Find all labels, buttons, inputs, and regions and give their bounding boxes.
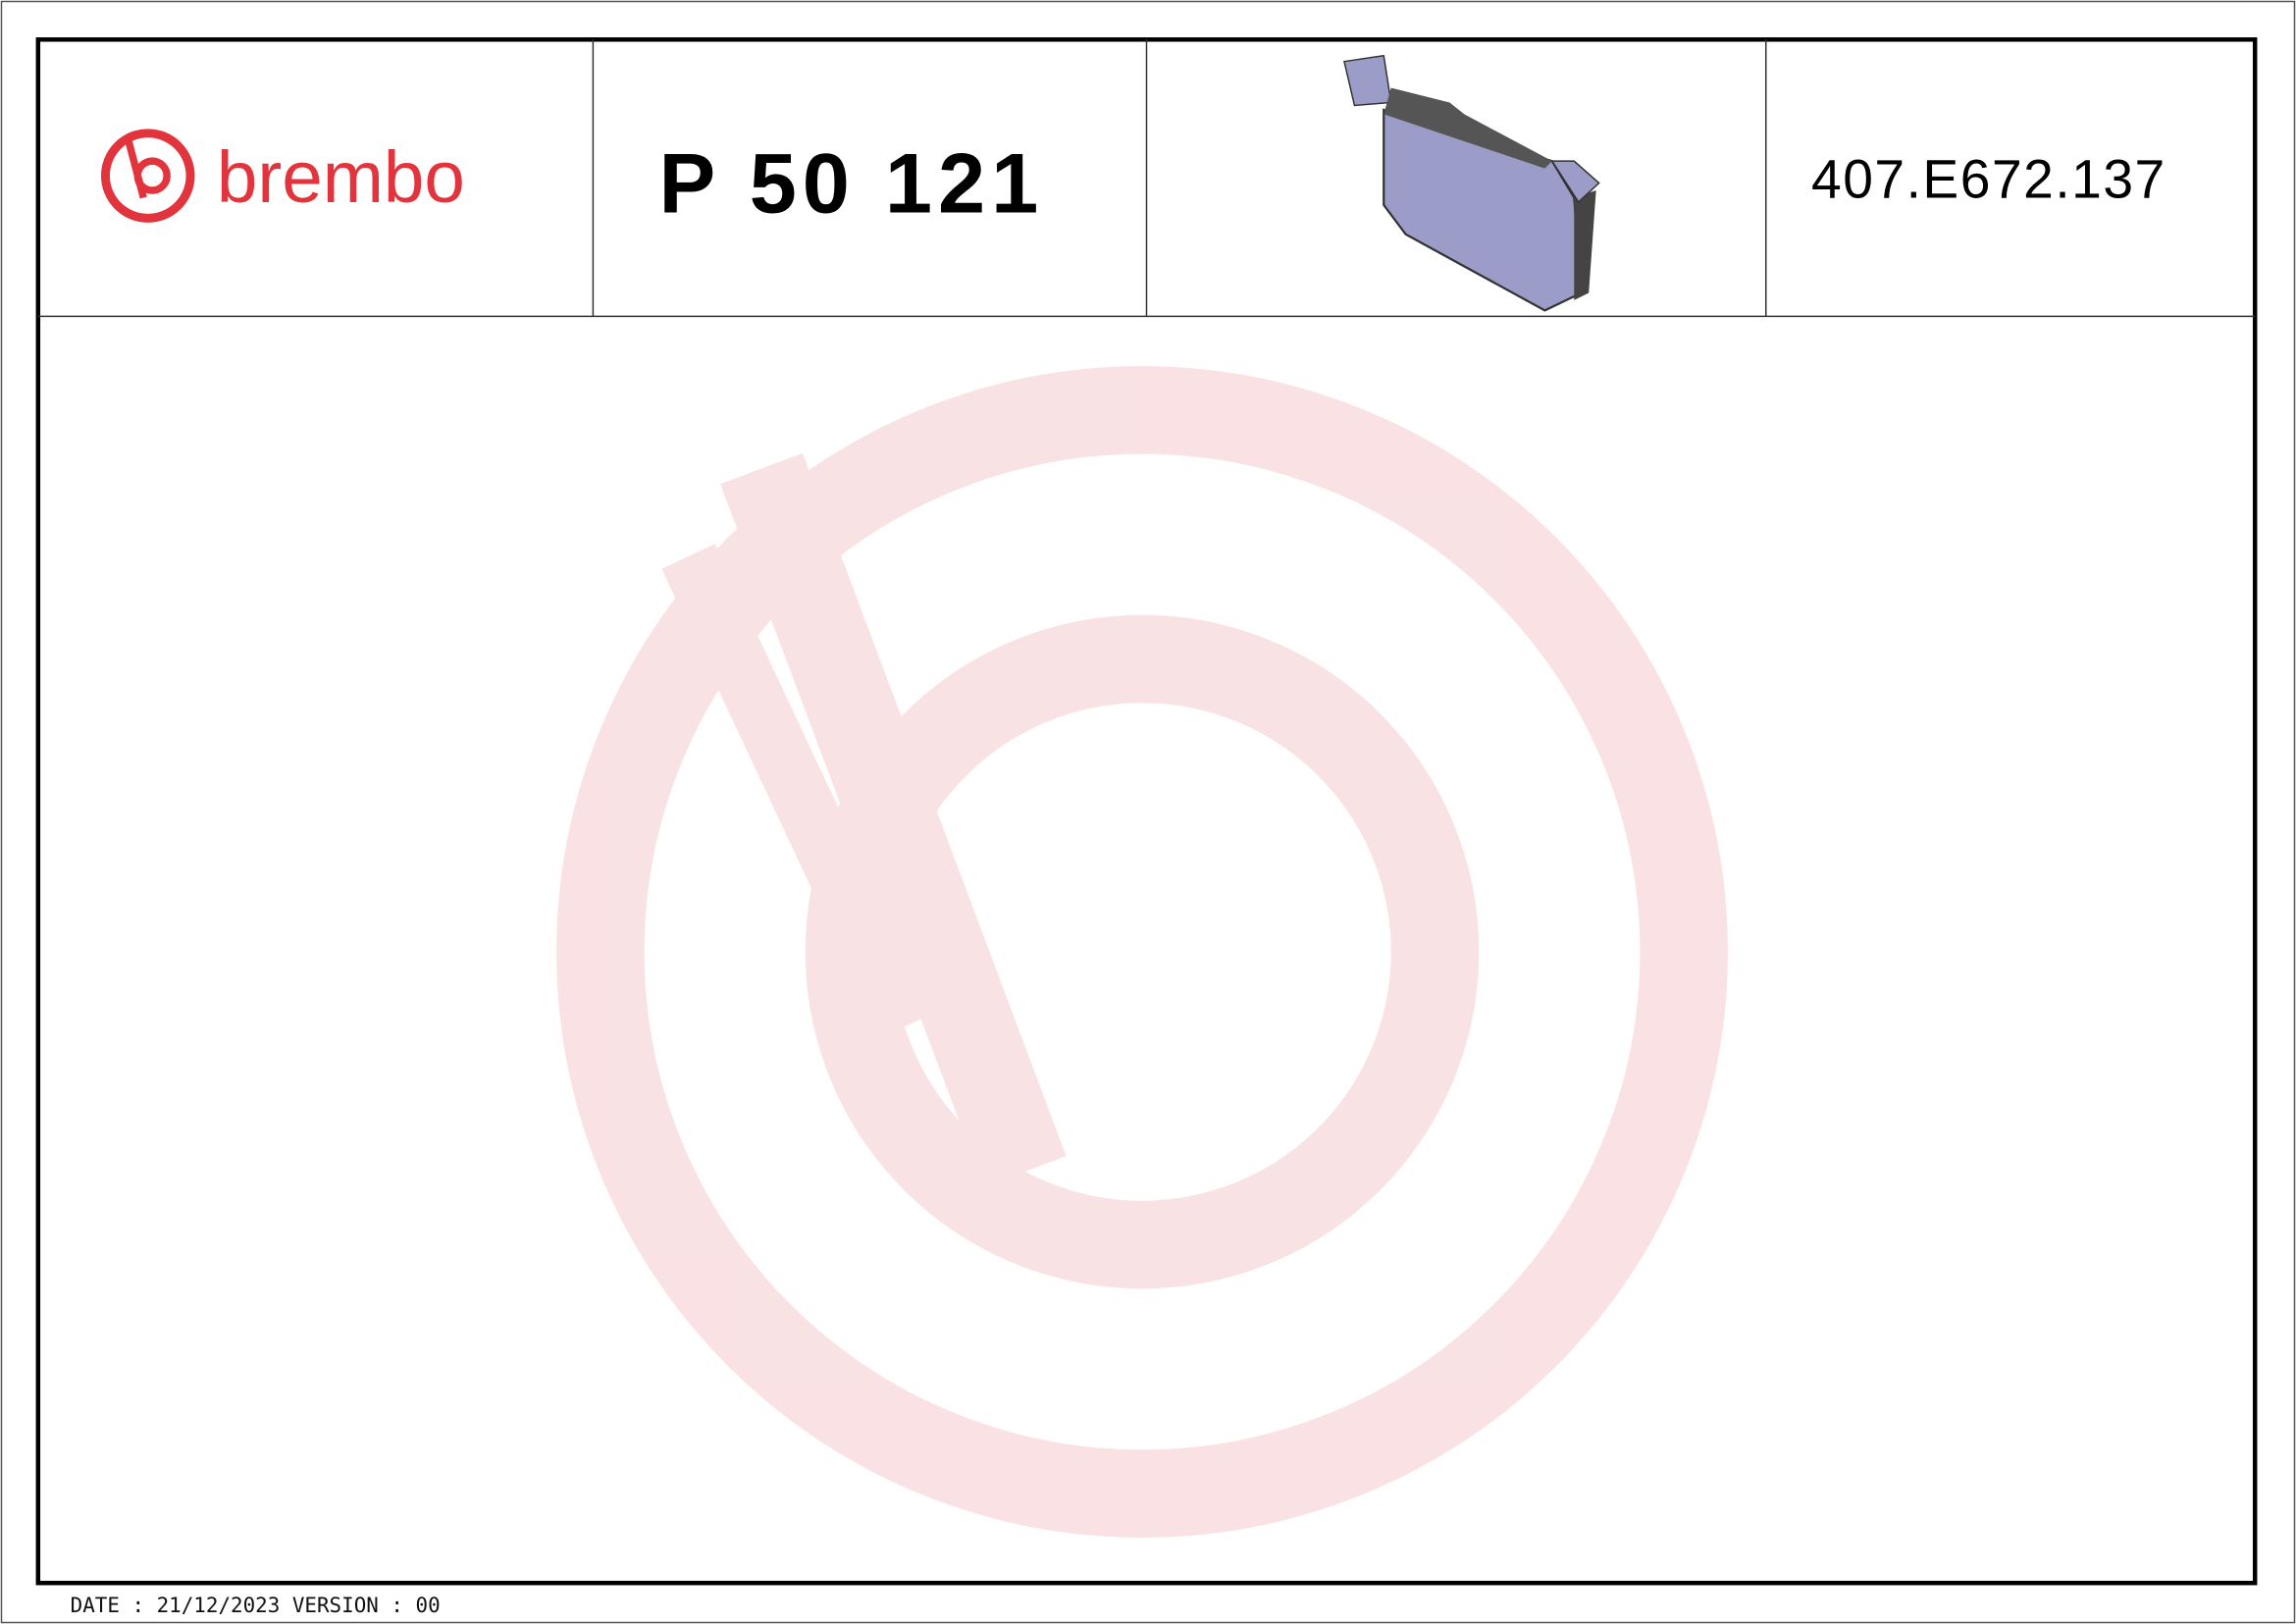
brembo-logo: brembo	[100, 129, 465, 223]
footer-date-version: DATE : 21/12/2023 VERSION : 00	[71, 1594, 441, 1617]
brake-pad-preview-image	[1343, 54, 1600, 312]
part-number: P 50 121	[659, 136, 1045, 231]
reference-code: 407.E672.137	[1811, 148, 2166, 209]
brand-name: brembo	[217, 135, 465, 218]
brembo-watermark	[556, 366, 1728, 1538]
